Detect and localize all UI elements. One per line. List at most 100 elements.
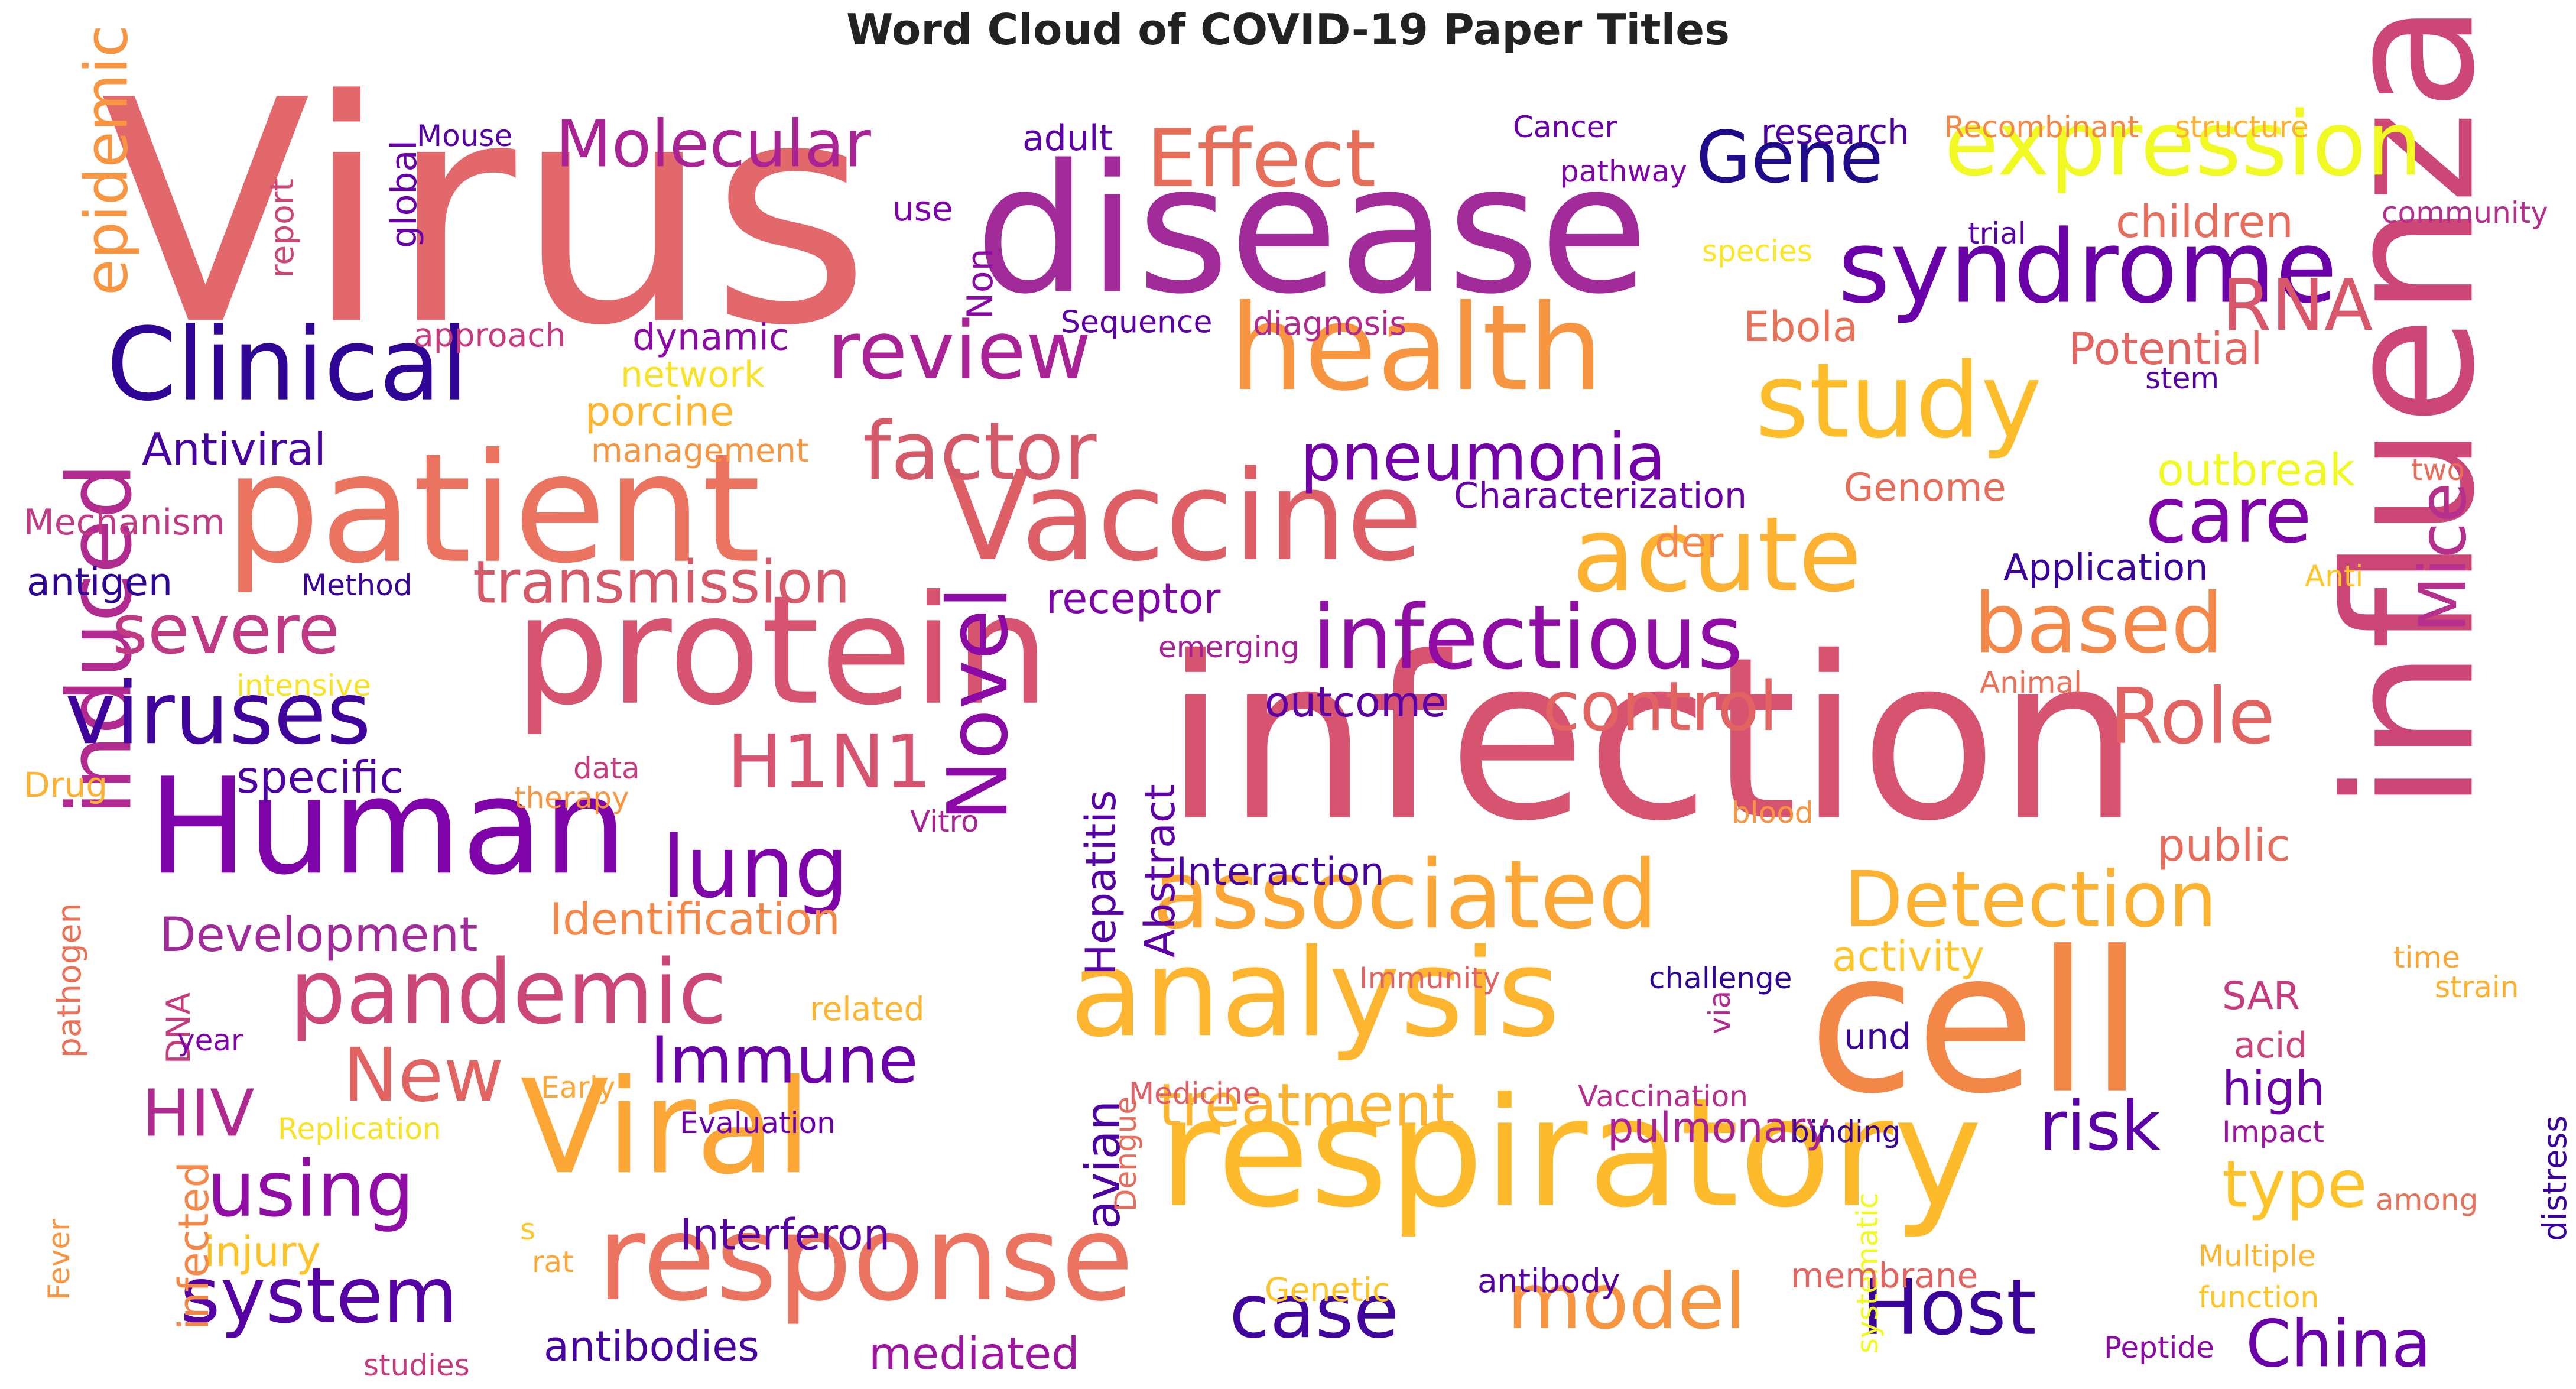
word-influenza: influenza (2307, 2, 2513, 812)
word-cell: cell (1808, 910, 2144, 1137)
word-dengue: Dengue (1109, 1096, 1143, 1212)
word-systematic: systematic (1850, 1193, 1885, 1354)
word-among: among (2376, 1183, 2478, 1217)
word-replication: Replication (278, 1112, 441, 1146)
word-antibody: antibody (1477, 1262, 1620, 1300)
word-fever: Fever (42, 1219, 76, 1300)
word-related: related (810, 990, 925, 1028)
word-emerging: emerging (1158, 630, 1300, 664)
word-porcine: porcine (585, 389, 734, 436)
word-new: New (343, 1033, 504, 1118)
word-characterization: Characterization (1454, 475, 1747, 517)
word-therapy: therapy (514, 781, 629, 815)
word-outcome: outcome (1265, 678, 1446, 726)
word-mouse: Mouse (417, 119, 512, 153)
word-dna: DNA (160, 992, 197, 1064)
word-acid: acid (2234, 1025, 2308, 1066)
word-specific: specific (236, 751, 404, 803)
word-molecular: Molecular (556, 106, 872, 182)
word-pathogen: pathogen (50, 903, 88, 1058)
word-binding: binding (1791, 1115, 1901, 1149)
word-gene: Gene (1696, 117, 1883, 199)
word-recombinant: Recombinant (1944, 110, 2139, 144)
word-interferon: Interferon (680, 1210, 890, 1260)
word-transmission: transmission (473, 547, 850, 616)
word-network: network (621, 354, 765, 395)
word-h1n1: H1N1 (727, 719, 932, 805)
word-activity: activity (1832, 932, 1984, 981)
word-protein: protein (514, 563, 1050, 739)
word-care: care (2145, 470, 2312, 560)
word-hiv: HIV (142, 1076, 254, 1151)
word-studies: studies (363, 1348, 470, 1382)
word-dynamic: dynamic (632, 315, 789, 358)
word-non: Non (960, 248, 1001, 319)
word-type: type (2222, 1147, 2367, 1222)
word-year: year (177, 1023, 243, 1057)
word-outbreak: outbreak (2157, 444, 2356, 496)
word-antigen: antigen (27, 560, 173, 605)
word-vitro: Vitro (910, 804, 979, 839)
word-rat: rat (532, 1245, 574, 1279)
word-antibodies: antibodies (544, 1322, 759, 1371)
word-impact: Impact (2222, 1115, 2324, 1149)
word-expression: expression (1944, 93, 2422, 196)
word-interaction: Interaction (1176, 850, 1385, 894)
word-rna: RNA (2222, 265, 2373, 347)
page-title: Word Cloud of COVID-19 Paper Titles (846, 5, 1730, 54)
word-peptide: Peptide (2104, 1330, 2214, 1365)
word-use: use (892, 189, 953, 229)
word-mechanism: Mechanism (24, 502, 225, 543)
word-adult: adult (1022, 118, 1113, 159)
word-analysis: analysis (1070, 923, 1560, 1064)
word-data: data (573, 751, 640, 786)
word-human: Human (148, 749, 627, 904)
word-development: Development (160, 907, 478, 962)
word-effect: Effect (1146, 112, 1376, 205)
word-species: species (1702, 234, 1812, 268)
word-severe: severe (112, 590, 340, 670)
word-report: report (263, 179, 301, 278)
word-diagnosis: diagnosis (1253, 304, 1406, 342)
word-based: based (1974, 576, 2224, 672)
word-medicine: Medicine (1129, 1076, 1261, 1111)
word-syndrome: syndrome (1838, 209, 2337, 326)
word-ebola: Ebola (1743, 303, 1858, 351)
word-strain: strain (2435, 970, 2519, 1004)
word-avian: avian (1076, 1101, 1131, 1229)
word-viruses: viruses (65, 664, 371, 764)
word-public: public (2157, 819, 2291, 871)
word-system: system (180, 1251, 458, 1341)
word-china: China (2246, 1306, 2431, 1382)
word-multiple: Multiple (2198, 1239, 2316, 1273)
word-host: Host (1862, 1263, 2036, 1352)
word-membrane: membrane (1791, 1255, 1978, 1296)
word-challenge: challenge (1649, 961, 1792, 995)
word-der: der (1655, 518, 1724, 567)
word-using: using (207, 1144, 414, 1234)
word-management: management (591, 431, 808, 469)
word-disease: disease (975, 126, 1648, 333)
word-pathway: pathway (1560, 154, 1687, 189)
word-virus: Virus (100, 34, 870, 392)
word-stem: stem (2145, 361, 2219, 395)
word-high: high (2222, 1061, 2325, 1116)
word-identification: Identification (550, 893, 840, 945)
word-immune: Immune (650, 1023, 918, 1098)
word-potential: Potential (2068, 323, 2263, 375)
word-abstract: Abstract (1136, 784, 1184, 958)
word-two: two (2411, 453, 2465, 487)
word-acute: acute (1572, 495, 1862, 615)
word-pulmonary: pulmonary (1607, 1104, 1830, 1152)
word-model: model (1507, 1257, 1746, 1346)
word-mediated: mediated (869, 1328, 1080, 1380)
word-immunity: Immunity (1359, 961, 1500, 995)
word-health: health (1229, 280, 1603, 417)
word-time: time (2393, 940, 2460, 975)
word-distress: distress (2536, 1115, 2574, 1241)
word-associated: associated (1152, 839, 1658, 950)
word-factor: factor (863, 405, 1097, 498)
word-lung: lung (662, 817, 849, 917)
word-drug: Drug (24, 765, 108, 805)
